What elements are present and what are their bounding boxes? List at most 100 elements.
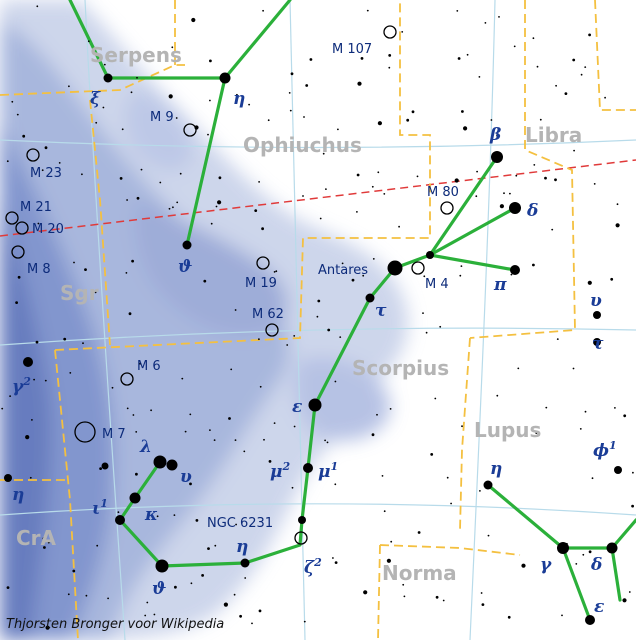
bright-stars	[4, 72, 622, 625]
field-star	[244, 577, 247, 579]
field-star	[132, 414, 135, 416]
field-star	[478, 76, 481, 78]
field-star	[316, 315, 319, 318]
field-star	[258, 609, 262, 613]
field-star	[168, 207, 171, 210]
constellation-norma: Norma	[382, 561, 457, 585]
field-star	[376, 413, 378, 416]
field-star	[293, 335, 296, 337]
constellation-libra: Libra	[525, 123, 582, 147]
field-star	[401, 31, 404, 33]
field-star	[498, 16, 500, 18]
field-star	[593, 183, 596, 185]
constellation-lupus: Lupus	[474, 418, 541, 442]
field-star	[461, 425, 463, 428]
field-star	[416, 175, 419, 178]
field-star	[235, 523, 238, 526]
field-star	[95, 121, 98, 124]
field-star	[383, 193, 386, 195]
field-star	[339, 336, 342, 338]
field-star	[233, 593, 236, 596]
field-star	[302, 195, 304, 197]
field-star	[614, 407, 616, 409]
deep-sky-labels: M 107 M 9 M 23 M 80 M 21 M 20 M 8 M 19 M…	[20, 42, 459, 531]
field-star	[324, 439, 326, 442]
m62-marker	[265, 323, 279, 337]
field-star	[509, 192, 511, 195]
field-star	[555, 84, 557, 87]
field-star	[261, 227, 264, 231]
field-star	[536, 65, 539, 68]
label-iota1: ι1	[92, 497, 108, 519]
field-star	[43, 546, 46, 549]
field-star	[564, 92, 568, 95]
label-upsilon: υ	[180, 467, 192, 487]
field-star	[632, 471, 634, 474]
field-star	[623, 414, 627, 418]
field-star	[184, 430, 187, 433]
label-m23: M 23	[30, 166, 62, 181]
field-star	[126, 407, 129, 410]
field-star	[332, 557, 334, 559]
field-star	[181, 377, 184, 380]
field-star	[381, 475, 384, 477]
label-upsilon-lib: υ	[590, 291, 602, 311]
label-phi1: ϕ1	[593, 439, 617, 461]
field-star	[341, 262, 344, 265]
field-star	[131, 259, 135, 263]
field-star	[430, 453, 434, 456]
m6-marker	[120, 372, 134, 386]
star-lambda-sco	[153, 455, 167, 469]
field-star	[140, 168, 143, 171]
field-star	[207, 133, 209, 136]
field-star	[454, 178, 459, 183]
field-star	[481, 603, 485, 606]
field-star	[372, 258, 375, 260]
field-star	[366, 9, 369, 12]
field-star	[6, 586, 10, 589]
field-star	[463, 126, 468, 131]
field-star	[44, 379, 47, 382]
star-antares	[387, 260, 403, 276]
field-star	[628, 591, 631, 593]
field-star	[234, 439, 237, 441]
field-star	[363, 590, 368, 595]
field-star	[35, 340, 39, 344]
field-star	[217, 200, 222, 205]
field-star	[510, 273, 513, 276]
field-star	[189, 482, 192, 486]
field-star	[45, 625, 50, 630]
field-star	[273, 271, 276, 273]
star-theta-ophiuchi	[182, 240, 192, 250]
field-star	[58, 162, 61, 164]
field-star	[179, 172, 182, 175]
star-eta-lupi	[483, 480, 493, 490]
label-m20: M 20	[32, 222, 64, 237]
star-epsilon-sco	[308, 398, 322, 412]
field-star	[102, 106, 105, 109]
star-tau-lib	[593, 338, 601, 346]
label-beta: β	[489, 125, 501, 145]
field-star	[417, 531, 421, 534]
field-star	[72, 569, 76, 573]
star-upsilon-lib	[593, 311, 601, 319]
field-star	[84, 268, 87, 271]
field-star	[9, 395, 12, 397]
field-star	[214, 544, 217, 547]
label-ngc6231: NGC 6231	[207, 516, 273, 531]
field-star	[325, 188, 327, 191]
label-zeta2: ζ2	[304, 556, 322, 578]
deep-sky-markers	[5, 25, 454, 545]
field-star	[584, 66, 587, 68]
constellation-names: Serpens Ophiuchus Libra Sgr Scorpius Lup…	[16, 43, 582, 585]
label-gamma2: γ2	[12, 375, 31, 397]
field-star	[11, 100, 14, 103]
constellation-serpens: Serpens	[90, 43, 182, 67]
field-star	[22, 134, 26, 138]
star-delta-sco	[509, 202, 521, 214]
field-star	[575, 563, 578, 565]
field-star	[203, 279, 207, 283]
field-star	[327, 328, 331, 332]
